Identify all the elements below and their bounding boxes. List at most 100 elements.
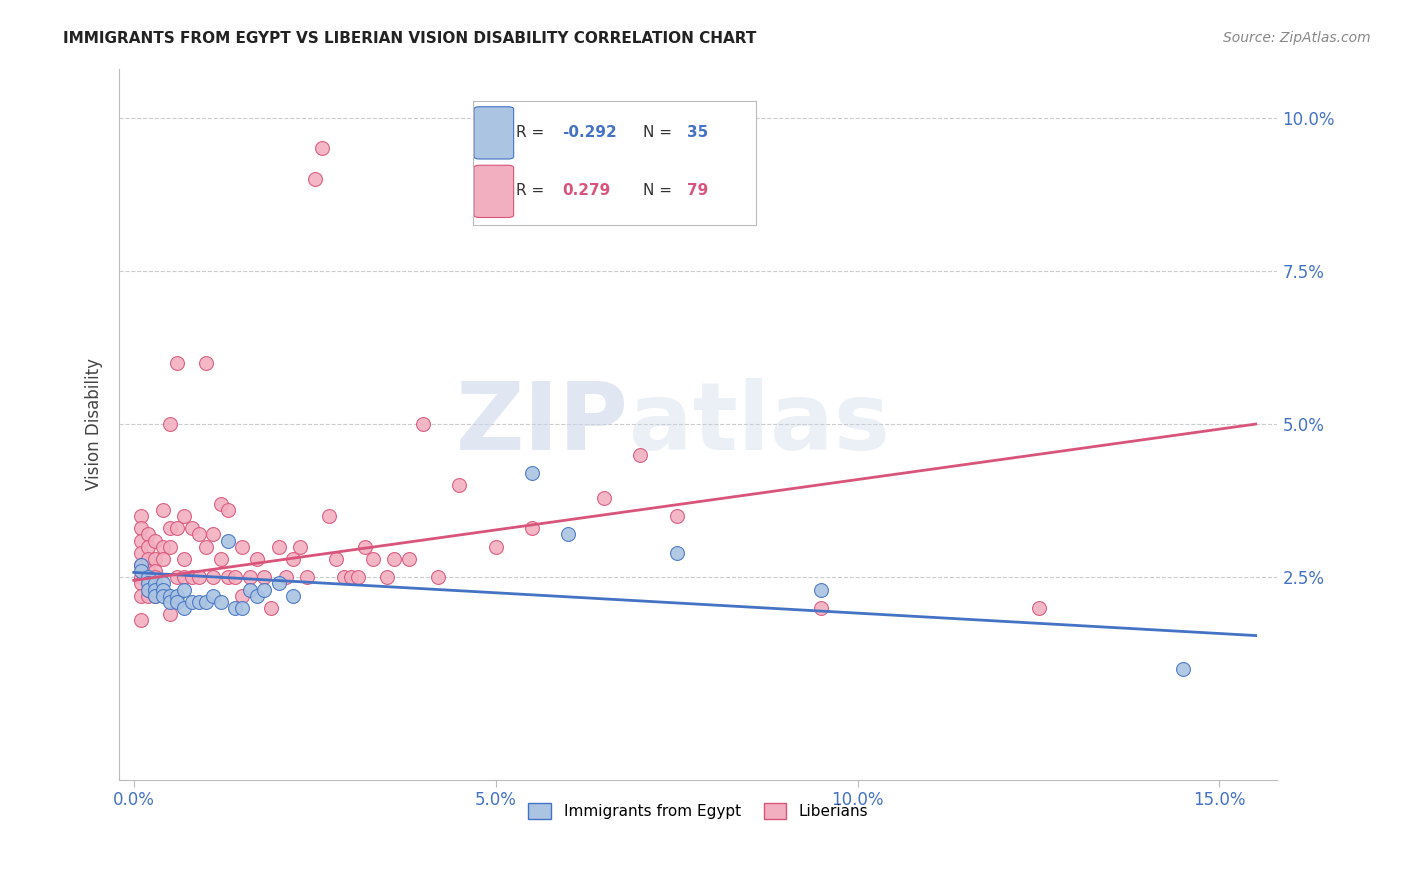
Point — [449, 478, 471, 492]
Point — [180, 595, 202, 609]
Point — [274, 570, 297, 584]
Point — [304, 172, 326, 186]
Point — [145, 589, 167, 603]
Point — [311, 141, 333, 155]
Y-axis label: Vision Disability: Vision Disability — [86, 358, 103, 490]
Point — [253, 570, 276, 584]
Point — [628, 448, 651, 462]
Point — [173, 570, 195, 584]
Point — [297, 570, 319, 584]
Point — [665, 546, 688, 560]
Point — [340, 570, 363, 584]
Point — [145, 533, 167, 548]
Point — [520, 466, 543, 480]
Point — [145, 564, 167, 578]
Point — [136, 570, 159, 584]
Point — [173, 582, 195, 597]
Point — [129, 570, 152, 584]
Text: atlas: atlas — [628, 378, 890, 470]
Point — [159, 589, 181, 603]
Point — [129, 558, 152, 572]
Point — [290, 540, 312, 554]
Point — [180, 521, 202, 535]
Point — [136, 540, 159, 554]
Point — [231, 589, 253, 603]
Point — [325, 552, 347, 566]
Point — [166, 595, 188, 609]
Point — [224, 570, 246, 584]
Point — [557, 527, 579, 541]
Point — [166, 521, 188, 535]
Point — [159, 540, 181, 554]
Point — [145, 570, 167, 584]
Point — [267, 576, 290, 591]
Point — [260, 601, 283, 615]
Point — [136, 564, 159, 578]
Point — [382, 552, 405, 566]
Point — [195, 356, 218, 370]
Point — [412, 417, 434, 431]
Point — [281, 589, 304, 603]
Point — [217, 503, 239, 517]
Point — [238, 570, 260, 584]
Point — [166, 589, 188, 603]
Point — [195, 540, 218, 554]
Point — [129, 589, 152, 603]
Point — [209, 497, 232, 511]
Point — [136, 527, 159, 541]
Point — [1173, 662, 1195, 676]
Point — [166, 570, 188, 584]
Point — [152, 552, 174, 566]
Point — [810, 601, 832, 615]
Point — [253, 582, 276, 597]
Text: IMMIGRANTS FROM EGYPT VS LIBERIAN VISION DISABILITY CORRELATION CHART: IMMIGRANTS FROM EGYPT VS LIBERIAN VISION… — [63, 31, 756, 46]
Point — [136, 552, 159, 566]
Point — [202, 527, 225, 541]
Point — [166, 356, 188, 370]
Point — [217, 533, 239, 548]
Point — [224, 601, 246, 615]
Point — [217, 570, 239, 584]
Point — [159, 607, 181, 621]
Point — [332, 570, 354, 584]
Point — [520, 521, 543, 535]
Point — [129, 546, 152, 560]
Point — [180, 570, 202, 584]
Point — [129, 533, 152, 548]
Point — [152, 589, 174, 603]
Point — [209, 595, 232, 609]
Point — [267, 540, 290, 554]
Point — [187, 527, 209, 541]
Point — [136, 582, 159, 597]
Point — [129, 508, 152, 523]
Point — [347, 570, 370, 584]
Point — [173, 601, 195, 615]
Point — [152, 540, 174, 554]
Point — [1028, 601, 1050, 615]
Point — [485, 540, 508, 554]
Point — [129, 564, 152, 578]
Point — [426, 570, 449, 584]
Point — [173, 508, 195, 523]
Point — [136, 576, 159, 591]
Point — [159, 417, 181, 431]
Point — [145, 589, 167, 603]
Point — [159, 595, 181, 609]
Point — [129, 613, 152, 627]
Legend: Immigrants from Egypt, Liberians: Immigrants from Egypt, Liberians — [522, 797, 875, 825]
Point — [354, 540, 377, 554]
Point — [593, 491, 616, 505]
Point — [318, 508, 340, 523]
Point — [281, 552, 304, 566]
Point — [187, 595, 209, 609]
Point — [238, 582, 260, 597]
Point — [145, 582, 167, 597]
Point — [173, 552, 195, 566]
Point — [202, 589, 225, 603]
Point — [231, 540, 253, 554]
Point — [145, 552, 167, 566]
Point — [152, 503, 174, 517]
Point — [129, 521, 152, 535]
Point — [246, 552, 269, 566]
Point — [810, 582, 832, 597]
